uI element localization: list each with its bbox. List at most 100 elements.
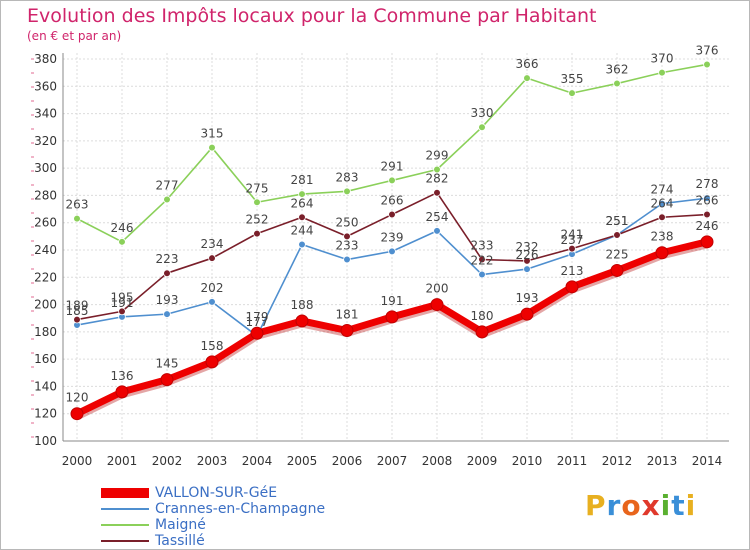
chart-title: Evolution des Impôts locaux pour la Comm… (27, 5, 597, 27)
y-tick-label: 160 (34, 352, 57, 366)
data-point (340, 323, 354, 337)
data-point (565, 280, 579, 294)
data-point (250, 326, 264, 340)
data-label: 191 (381, 294, 404, 308)
x-tick-label: 2006 (332, 454, 363, 468)
legend-item-vallon: VALLON-SUR-GéE (101, 485, 325, 501)
data-label: 202 (201, 281, 224, 295)
data-point (523, 74, 531, 82)
data-point (478, 123, 486, 132)
data-label: 226 (516, 248, 539, 262)
logo-letter: P (585, 489, 607, 522)
data-point (118, 238, 126, 246)
chart-legend: VALLON-SUR-GéE Crannes-en-Champagne Maig… (101, 485, 325, 549)
y-tick-label: 260 (34, 216, 57, 230)
x-tick-label: 2004 (242, 454, 273, 468)
data-point (163, 195, 171, 204)
data-label: 291 (381, 159, 404, 173)
data-label: 315 (201, 127, 224, 141)
data-point (520, 307, 534, 321)
data-label: 330 (471, 106, 494, 120)
data-point (70, 407, 84, 421)
data-point (568, 244, 576, 253)
data-label: 277 (156, 179, 179, 193)
x-tick-label: 2011 (557, 454, 588, 468)
data-label: 266 (381, 194, 404, 208)
y-tick-label: 220 (34, 270, 57, 284)
data-point (295, 314, 309, 328)
legend-swatch-vallon (101, 488, 149, 498)
y-tick-label: 140 (34, 379, 57, 393)
legend-swatch-crannes (101, 508, 149, 510)
data-point (343, 232, 351, 241)
x-tick-label: 2001 (107, 454, 138, 468)
data-point (385, 310, 399, 324)
data-label: 222 (471, 254, 494, 268)
data-label: 263 (66, 198, 89, 212)
data-point (655, 246, 669, 260)
data-point (478, 255, 486, 264)
data-label: 234 (201, 237, 224, 251)
data-point (343, 255, 351, 264)
data-point (118, 307, 126, 316)
data-label: 200 (426, 282, 449, 296)
x-tick-label: 2002 (152, 454, 183, 468)
x-tick-label: 2005 (287, 454, 318, 468)
data-label: 193 (156, 293, 179, 307)
data-label: 195 (111, 290, 134, 304)
y-tick-label: 100 (34, 434, 57, 448)
logo-letter: t (671, 489, 686, 522)
data-label: 246 (696, 219, 719, 233)
data-label: 252 (246, 213, 269, 227)
data-point (658, 213, 666, 222)
x-tick-label: 2012 (602, 454, 633, 468)
data-label: 136 (111, 369, 134, 383)
data-label: 282 (426, 172, 449, 186)
y-tick-label: 340 (34, 107, 57, 121)
data-label: 213 (561, 264, 584, 278)
data-label: 193 (516, 291, 539, 305)
data-label: 177 (246, 315, 269, 329)
data-label: 191 (111, 296, 134, 310)
legend-label-tassille: Tassillé (155, 533, 205, 549)
legend-label-maigne: Maigné (155, 517, 206, 533)
data-point (388, 210, 396, 219)
data-point (388, 176, 396, 185)
x-tick-label: 2010 (512, 454, 543, 468)
legend-label-crannes: Crannes-en-Champagne (155, 501, 326, 517)
data-label: 254 (426, 210, 449, 224)
data-label: 281 (291, 173, 314, 187)
y-tick-label: 240 (34, 243, 57, 257)
data-point (208, 298, 216, 306)
data-point (253, 198, 261, 207)
data-label: 251 (606, 214, 629, 228)
data-label: 264 (291, 196, 314, 210)
y-tick-label: 380 (34, 52, 57, 66)
logo-letter: i (660, 489, 672, 522)
data-label: 145 (156, 357, 179, 371)
data-label: 376 (696, 43, 719, 57)
data-point (610, 263, 624, 277)
legend-swatch-tassille (101, 540, 149, 542)
data-label: 239 (381, 230, 404, 244)
y-tick-label: 200 (34, 298, 57, 312)
data-label: 244 (291, 224, 314, 238)
data-point (298, 190, 306, 198)
data-point (73, 214, 81, 223)
data-point (208, 254, 216, 262)
logo-letter: o (621, 489, 642, 522)
legend-item-tassille: Tassillé (101, 533, 325, 549)
data-label: 366 (516, 57, 539, 71)
legend-swatch-maigne (101, 524, 149, 526)
x-tick-label: 2000 (62, 454, 93, 468)
data-label: 158 (201, 339, 224, 353)
data-label: 283 (336, 170, 359, 184)
data-label: 362 (606, 63, 629, 77)
data-point (433, 165, 441, 174)
data-point (613, 79, 621, 88)
data-label: 370 (651, 52, 674, 66)
data-point (163, 310, 171, 318)
logo-letter: i (685, 489, 697, 522)
data-label: 299 (426, 149, 449, 163)
data-label: 355 (561, 72, 584, 86)
